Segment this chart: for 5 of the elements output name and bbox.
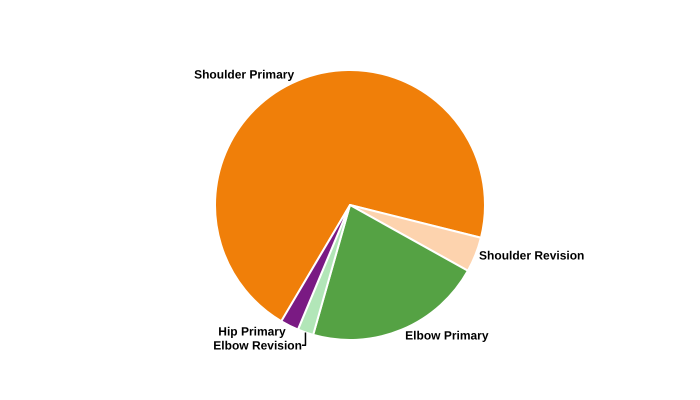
slice-label: Shoulder Primary — [194, 67, 294, 82]
slice-label: Shoulder Revision — [479, 248, 584, 263]
slice-label: Elbow Revision — [213, 338, 302, 352]
slice-label: Hip Primary — [218, 324, 286, 338]
slice-label: Elbow Primary — [405, 328, 489, 343]
